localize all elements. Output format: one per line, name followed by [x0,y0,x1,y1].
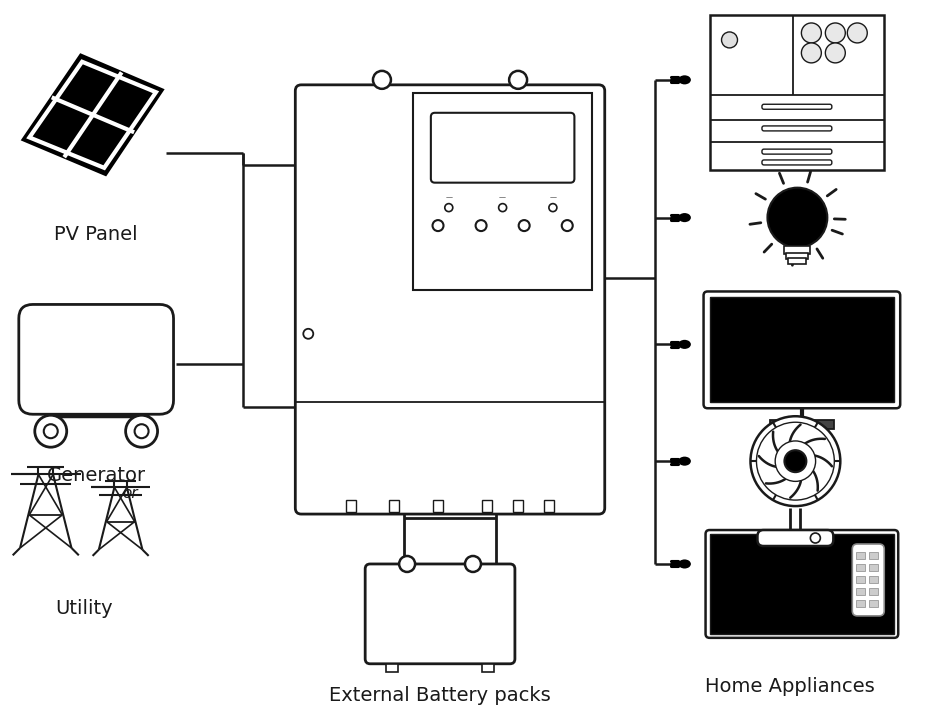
Text: —: — [549,195,556,201]
Circle shape [34,415,67,447]
FancyBboxPatch shape [761,160,831,165]
Circle shape [134,425,148,438]
Circle shape [767,187,827,248]
Text: Generator: Generator [46,466,146,485]
Ellipse shape [678,457,690,466]
Circle shape [498,204,506,212]
Circle shape [303,329,313,339]
Circle shape [548,204,556,212]
Bar [869,552,877,559]
Circle shape [750,416,840,506]
Bar [783,246,809,253]
Circle shape [432,220,443,231]
Bar [709,15,883,170]
Circle shape [399,556,414,572]
FancyBboxPatch shape [430,113,574,182]
Bar [482,500,491,512]
Text: Home Appliances: Home Appliances [704,677,873,696]
Bar [481,664,493,672]
FancyBboxPatch shape [761,149,831,154]
Bar [709,534,894,634]
Bar [788,258,806,263]
Bar [856,600,864,607]
Circle shape [774,441,815,481]
Bar [709,297,894,403]
Bar [869,564,877,571]
Polygon shape [30,62,156,168]
Text: —: — [445,195,451,201]
Circle shape [846,23,867,43]
Circle shape [824,23,844,43]
Circle shape [125,415,158,447]
Circle shape [756,422,833,500]
Circle shape [809,533,819,543]
Circle shape [464,556,480,572]
Circle shape [518,220,529,231]
FancyBboxPatch shape [761,126,831,131]
Ellipse shape [678,75,690,84]
Text: Utility: Utility [55,599,112,618]
Bar [413,93,591,290]
Circle shape [444,204,452,212]
Bar [386,664,398,672]
Bar [856,588,864,595]
Circle shape [801,23,820,43]
Bar [856,564,864,571]
Bar [869,576,877,583]
Circle shape [721,32,737,48]
Ellipse shape [678,559,690,569]
Circle shape [824,43,844,63]
Bar [869,600,877,607]
Text: External Battery packs: External Battery packs [329,686,551,705]
Ellipse shape [678,340,690,349]
Circle shape [783,450,806,472]
Bar [856,552,864,559]
Text: PV Panel: PV Panel [54,224,137,244]
Bar [709,297,894,403]
Bar [856,576,864,583]
Bar [785,253,807,258]
FancyBboxPatch shape [756,530,832,546]
Bar [709,534,894,634]
Circle shape [44,425,57,438]
FancyBboxPatch shape [761,104,831,109]
Bar [513,500,523,512]
FancyBboxPatch shape [705,530,897,638]
FancyBboxPatch shape [851,544,883,616]
Ellipse shape [678,213,690,222]
Text: or: or [122,486,138,501]
Bar [769,420,833,430]
Text: —: — [499,195,505,201]
Bar [389,500,399,512]
Circle shape [476,220,486,231]
Polygon shape [23,55,162,175]
Circle shape [561,220,572,231]
Bar [543,500,553,512]
Bar [432,500,442,512]
Circle shape [373,71,390,89]
Bar [346,500,356,512]
FancyBboxPatch shape [703,292,899,408]
Circle shape [801,43,820,63]
Bar [869,588,877,595]
Circle shape [509,71,527,89]
